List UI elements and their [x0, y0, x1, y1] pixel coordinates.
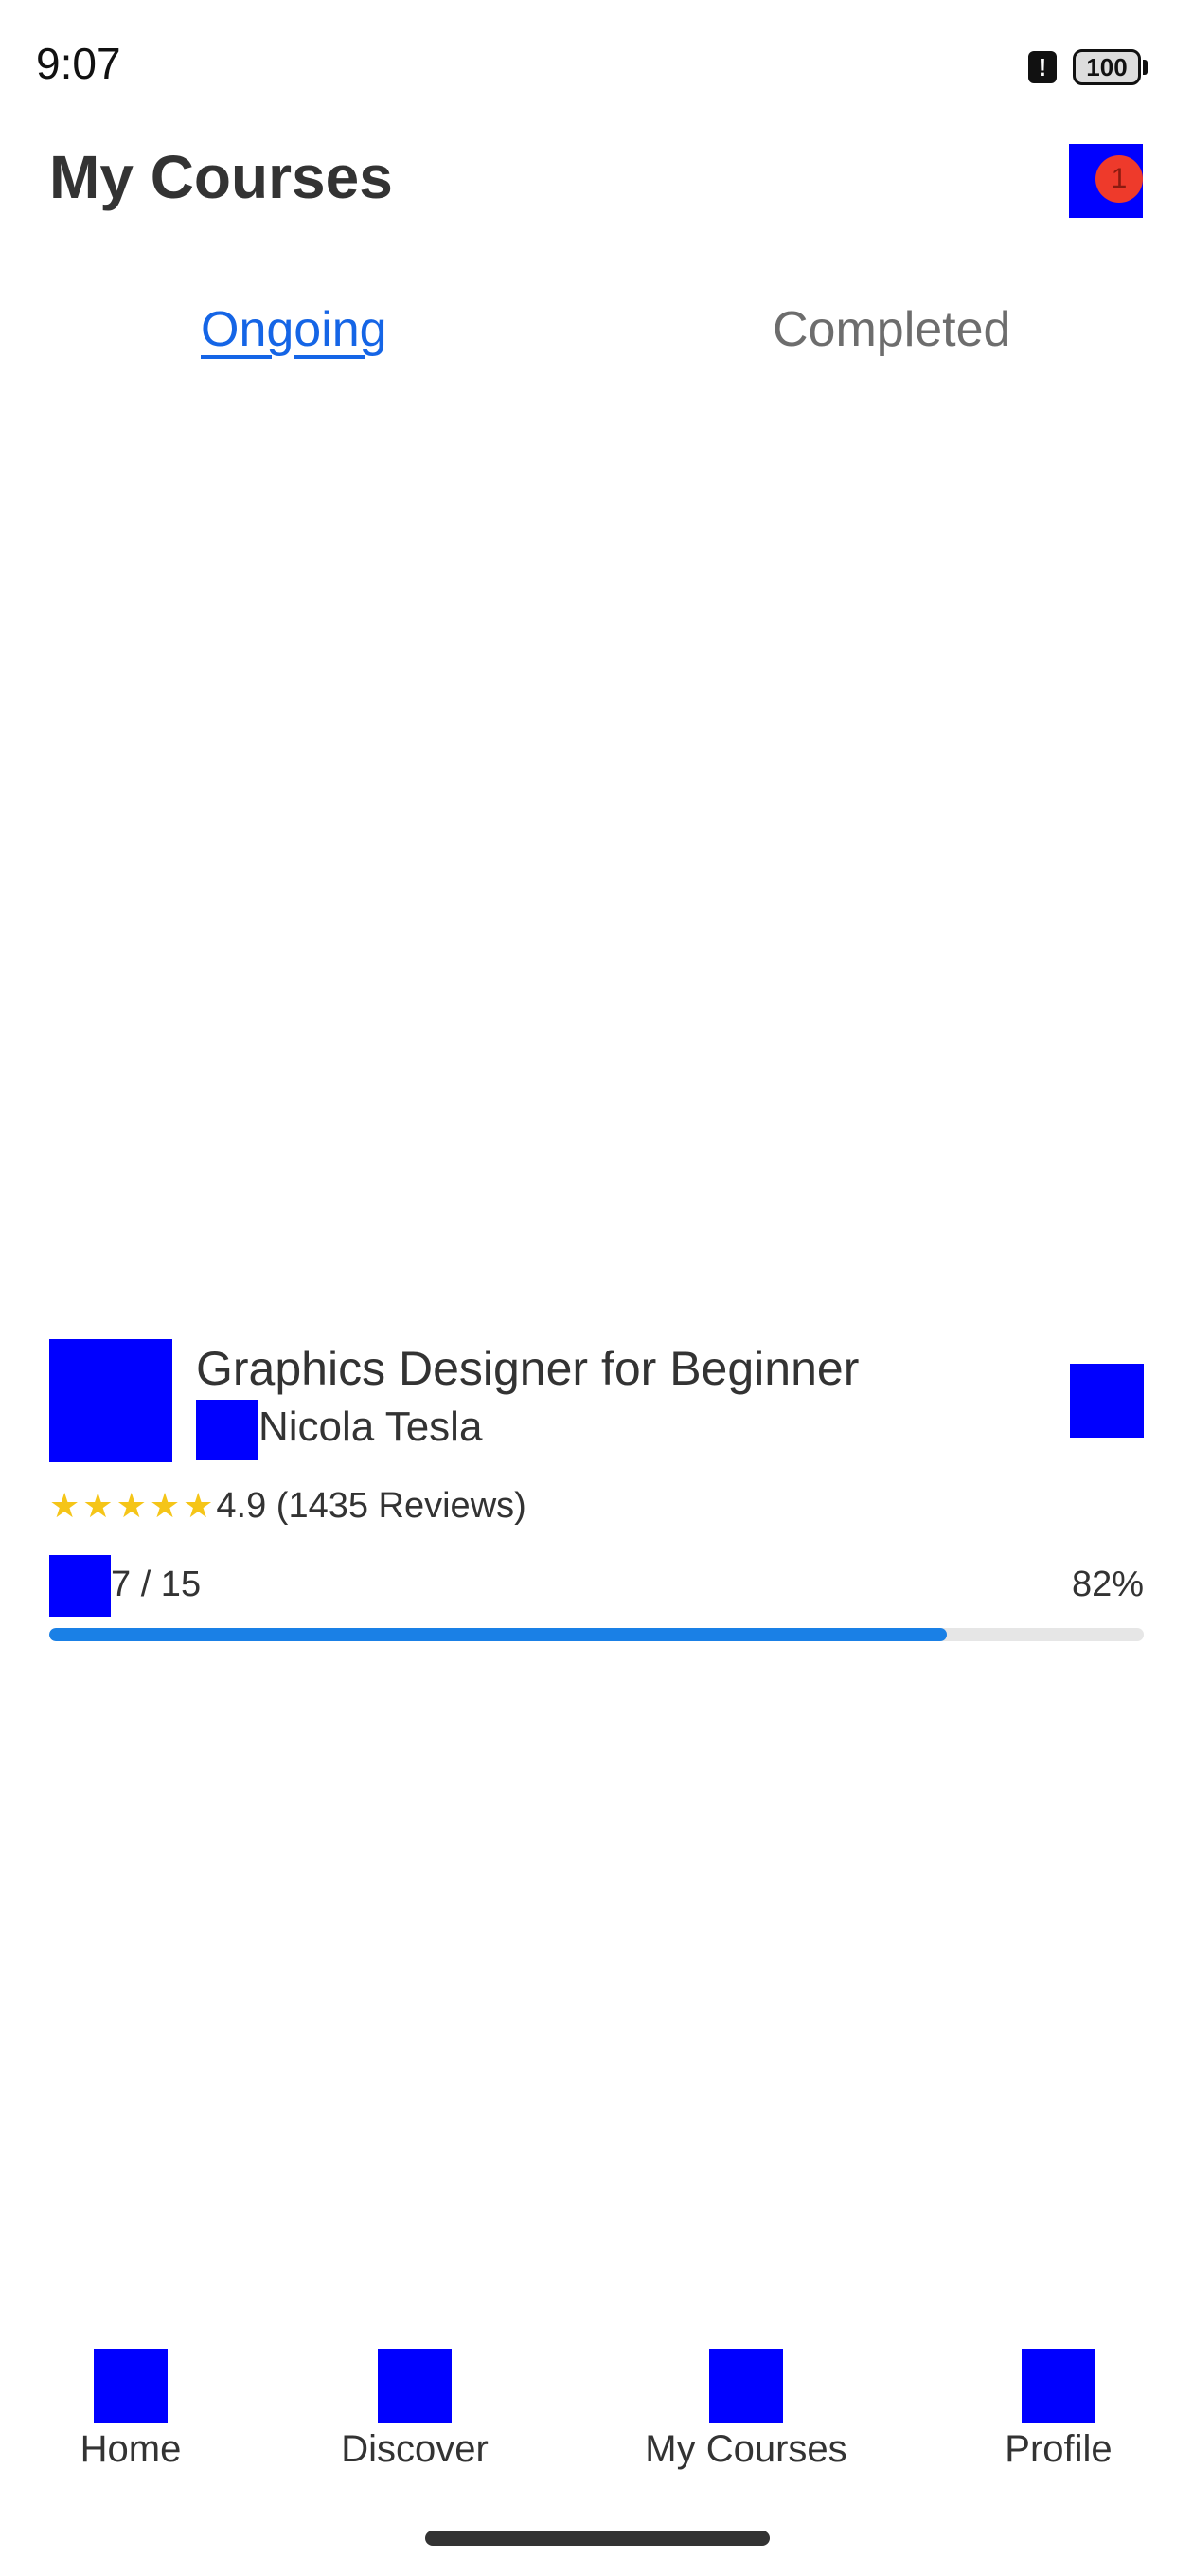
nav-discover[interactable]: Discover [320, 2349, 509, 2471]
nav-my-courses-label: My Courses [645, 2428, 847, 2470]
progress-bar [49, 1628, 1144, 1641]
discover-icon [378, 2349, 452, 2423]
my-courses-icon [709, 2349, 783, 2423]
nav-profile-label: Profile [1005, 2428, 1113, 2470]
alert-icon: ! [1028, 51, 1057, 83]
star-icon: ★ [82, 1486, 114, 1525]
nav-discover-label: Discover [341, 2428, 489, 2470]
status-time: 9:07 [36, 39, 121, 88]
progress-fill [49, 1628, 947, 1641]
lessons-icon [49, 1555, 111, 1617]
star-icon: ★ [149, 1486, 181, 1525]
notification-badge: 1 [1095, 155, 1143, 203]
nav-home-label: Home [80, 2428, 182, 2470]
nav-profile[interactable]: Profile [983, 2349, 1134, 2471]
star-icon: ★ [49, 1486, 80, 1525]
home-icon [94, 2349, 168, 2423]
profile-icon [1022, 2349, 1095, 2423]
nav-my-courses[interactable]: My Courses [632, 2349, 860, 2471]
tab-ongoing[interactable]: Ongoing [201, 302, 387, 357]
tab-completed[interactable]: Completed [773, 302, 1011, 357]
page-title: My Courses [49, 143, 393, 211]
course-action-icon[interactable] [1070, 1364, 1144, 1438]
rating-row: ★★★★★ 4.9 (1435 Reviews) [49, 1485, 526, 1527]
course-title[interactable]: Graphics Designer for Beginner [196, 1342, 860, 1395]
battery-tip [1143, 60, 1148, 75]
instructor-avatar [196, 1400, 258, 1460]
rating-text: 4.9 (1435 Reviews) [216, 1485, 526, 1526]
battery-icon: 100 [1073, 49, 1141, 85]
instructor-name: Nicola Tesla [258, 1404, 483, 1450]
star-icon: ★ [183, 1486, 214, 1525]
star-icon: ★ [116, 1486, 147, 1525]
home-indicator[interactable] [425, 2531, 770, 2546]
lessons-count: 7 / 15 [111, 1565, 202, 1604]
nav-home[interactable]: Home [55, 2349, 206, 2471]
rating-stars: ★★★★★ [49, 1485, 216, 1527]
progress-percent: 82% [1071, 1565, 1144, 1604]
course-thumbnail[interactable] [49, 1339, 172, 1462]
